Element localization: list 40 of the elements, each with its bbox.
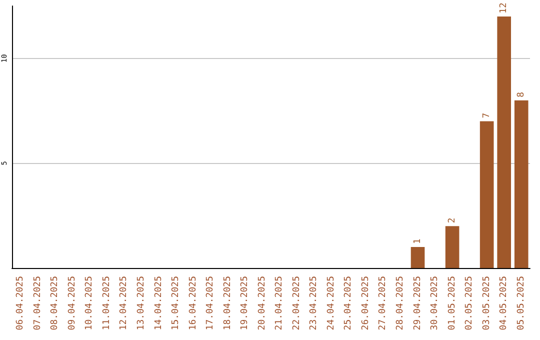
data-label: 12 [499, 2, 510, 14]
x-tick-label: 25.04.2025 [344, 276, 354, 330]
x-tick-label: 15.04.2025 [171, 276, 182, 330]
bar [480, 121, 494, 268]
data-label: 8 [516, 92, 526, 98]
data-label: 7 [482, 112, 492, 118]
x-tick-label: 27.04.2025 [378, 276, 388, 330]
x-tick-label: 11.04.2025 [102, 276, 112, 330]
x-tick-label: 28.04.2025 [396, 276, 406, 330]
x-tick-label: 01.05.2025 [447, 276, 458, 330]
x-tick-label: 17.04.2025 [206, 276, 216, 330]
bar [497, 16, 512, 268]
x-tick-label: 20.04.2025 [257, 276, 268, 330]
x-tick-label: 14.04.2025 [154, 276, 164, 330]
x-tick-label: 22.04.2025 [292, 276, 302, 330]
x-tick-label: 02.05.2025 [464, 276, 475, 330]
x-tick-label: 10.04.2025 [84, 276, 95, 330]
x-tick-label: 06.04.2025 [16, 276, 26, 330]
x-tick-label: 19.04.2025 [240, 276, 250, 330]
x-tick-label: 04.05.2025 [499, 276, 510, 330]
x-tick-label: 26.04.2025 [360, 276, 371, 330]
x-tick-label: 03.05.2025 [482, 276, 492, 330]
bar [514, 100, 528, 268]
x-tick-label: 09.04.2025 [67, 276, 78, 330]
x-tick-label: 08.04.2025 [50, 276, 60, 330]
bar [445, 226, 460, 268]
x-tick-label: 21.04.2025 [274, 276, 285, 330]
x-tick-label: 24.04.2025 [326, 276, 336, 330]
x-tick-label: 23.04.2025 [309, 276, 320, 330]
x-tick-label: 12.04.2025 [119, 276, 130, 330]
x-tick-label: 13.04.2025 [136, 276, 146, 330]
bar [410, 247, 425, 268]
x-tick-label: 29.04.2025 [412, 276, 423, 330]
x-tick-label: 07.04.2025 [32, 276, 43, 330]
x-tick-label: 30.04.2025 [430, 276, 440, 330]
data-label: 1 [412, 238, 423, 244]
x-tick-label: 16.04.2025 [188, 276, 198, 330]
x-tick-label: 05.05.2025 [516, 276, 526, 330]
data-label: 2 [447, 218, 458, 224]
x-tick-label: 18.04.2025 [222, 276, 233, 330]
